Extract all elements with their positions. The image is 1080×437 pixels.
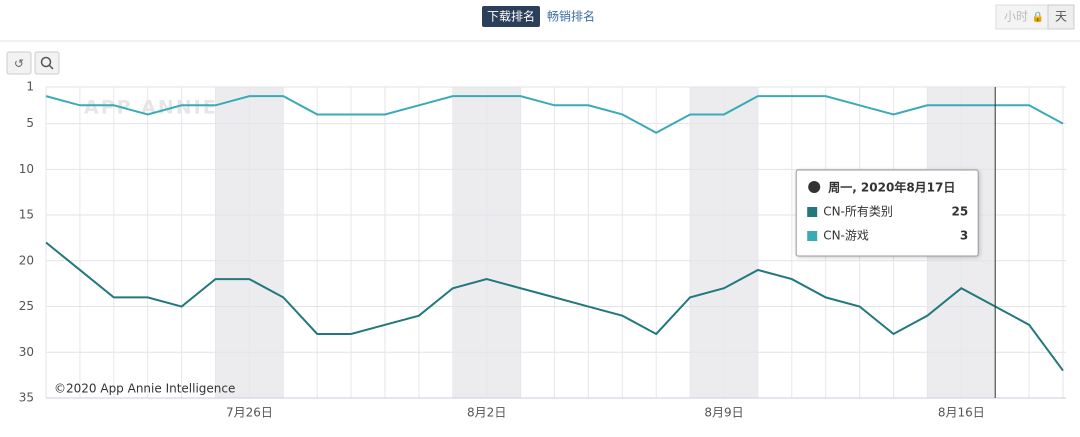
day-button[interactable]	[1047, 4, 1075, 30]
tooltip	[795, 169, 979, 257]
zoom-icon	[40, 56, 52, 68]
legend-swatch	[807, 231, 818, 241]
lock-icon: 🔒	[1032, 11, 1044, 23]
legend-swatch	[807, 207, 818, 217]
zoom-button[interactable]	[34, 51, 60, 75]
tab-grossing[interactable]: 畅销排名	[547, 9, 595, 24]
x-tick-label: 8月16日	[938, 406, 985, 420]
x-tick-label: 8月9日	[704, 406, 743, 420]
reset-button[interactable]	[6, 51, 32, 75]
reset-icon: ↺	[14, 57, 24, 71]
series-line	[45, 241, 1064, 372]
zoom-icon-handle	[48, 64, 54, 70]
y-tick-label: 30	[19, 345, 34, 359]
globe-icon	[808, 181, 821, 193]
tab-downloads[interactable]: 下载排名	[487, 9, 535, 24]
credit: ©2020 App Annie Intelligence	[54, 382, 235, 396]
tab-active[interactable]	[482, 6, 540, 27]
legend-label: CN-游戏	[823, 229, 869, 243]
series-line	[45, 95, 1064, 134]
tooltip-value: 3	[960, 229, 968, 243]
y-tick-label: 15	[19, 208, 34, 222]
legend-label: CN-所有类别	[823, 205, 893, 219]
x-tick-label: 8月2日	[467, 406, 506, 420]
watermark: APP ANNIE	[84, 97, 218, 119]
x-tick-label: 7月26日	[226, 406, 273, 420]
tooltip-value: 25	[951, 205, 968, 219]
day-label[interactable]: 天	[1055, 10, 1067, 24]
y-tick-label: 25	[19, 299, 34, 313]
y-tick-label: 5	[26, 116, 34, 130]
y-tick-label: 35	[19, 391, 34, 405]
tooltip-title: 周一, 2020年8月17日	[828, 180, 955, 195]
y-tick-label: 1	[26, 80, 34, 94]
hour-label[interactable]: 小时	[1004, 10, 1028, 24]
y-tick-label: 10	[19, 162, 34, 176]
y-tick-label: 20	[19, 253, 34, 267]
